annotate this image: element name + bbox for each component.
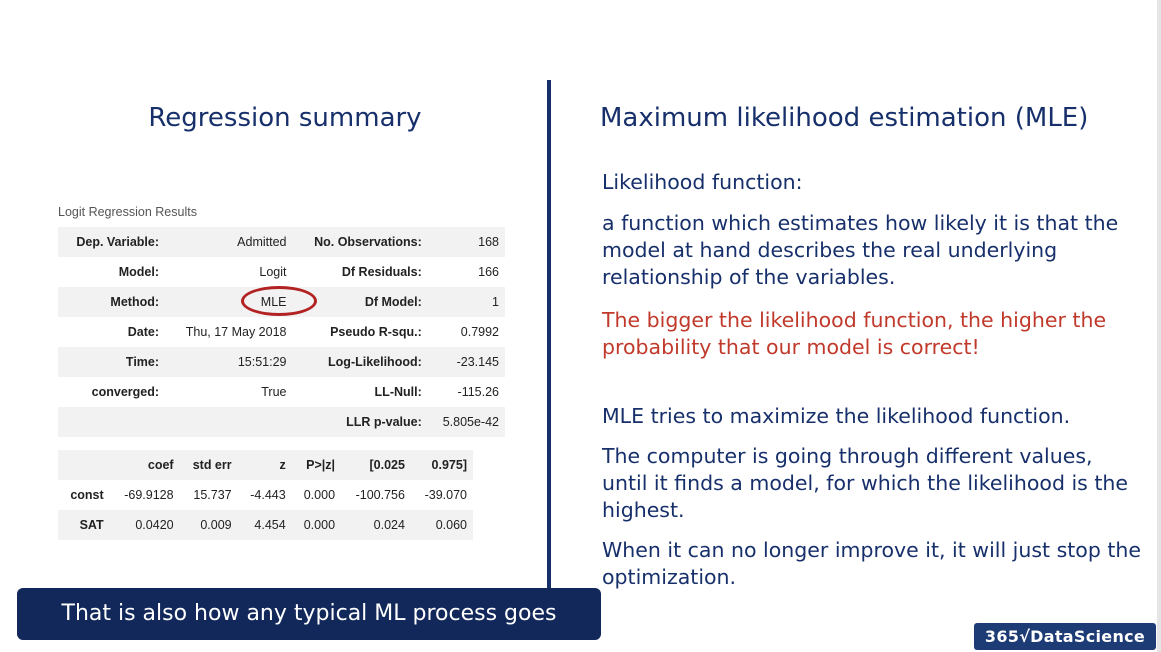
- coef-header: std err: [179, 450, 238, 480]
- stat-label: converged:: [91, 385, 160, 399]
- stat-value: 1: [427, 287, 505, 317]
- stat-value: [165, 407, 293, 437]
- slide-edge: [1157, 0, 1161, 652]
- coef-row: SAT 0.0420 0.009 4.454 0.000 0.024 0.060: [58, 510, 473, 540]
- stat-value: 166: [478, 265, 499, 279]
- stop-optimization-text: When it can no longer improve it, it wil…: [602, 538, 1142, 589]
- coef-cell: 0.060: [410, 510, 473, 540]
- regression-info-row: Model: Logit Df Residuals: 166: [58, 257, 505, 287]
- regression-caption: Logit Regression Results: [58, 205, 197, 219]
- stat-label: LLR p-value:: [292, 407, 428, 437]
- stat-value: MLE: [165, 286, 317, 317]
- stat-value: -23.145: [427, 347, 505, 377]
- regression-results: Logit Regression Results Dep. Variable: A…: [58, 203, 508, 540]
- coef-cell: 0.0420: [109, 510, 180, 540]
- coef-cell: 4.454: [237, 510, 292, 540]
- vertical-divider: [547, 80, 551, 590]
- coef-row-name: SAT: [58, 510, 110, 540]
- stat-label: Df Residuals:: [341, 265, 422, 279]
- coef-cell: 0.000: [303, 488, 336, 502]
- regression-info-row: Dep. Variable: Admitted No. Observations: 1…: [58, 227, 505, 257]
- stat-label: LL-Null:: [374, 385, 422, 399]
- stat-label: Pseudo R-squ.:: [330, 325, 422, 339]
- coef-row-name: const: [70, 488, 104, 502]
- coef-header: coef: [109, 450, 180, 480]
- coefficient-table: coef std err z P>|z| [0.025 0.975] const -69.9…: [58, 450, 473, 540]
- coef-cell: 0.024: [341, 510, 411, 540]
- method-mle-highlight: MLE: [240, 286, 317, 316]
- coef-header: 0.975]: [410, 450, 473, 480]
- regression-info-row: Method: MLE Df Model: 1: [58, 286, 505, 317]
- stat-label: Date:: [127, 325, 160, 339]
- stat-value: 168: [427, 227, 505, 257]
- stat-value: 15:51:29: [165, 347, 293, 377]
- computer-search-text: The computer is going through different …: [602, 444, 1129, 522]
- stat-label: [58, 407, 166, 437]
- stat-value: 5.805e-42: [427, 407, 505, 437]
- likelihood-definition: a function which estimates how likely it…: [602, 211, 1119, 289]
- brand-logo: 365√DataScience: [974, 623, 1156, 650]
- coef-cell: -69.9128: [124, 488, 174, 502]
- stat-value: True: [261, 385, 287, 399]
- stat-label: Dep. Variable:: [58, 227, 166, 257]
- coef-cell: -39.070: [424, 488, 467, 502]
- stat-label: Log-Likelihood:: [292, 347, 428, 377]
- regression-info-row: Date: Thu, 17 May 2018 Pseudo R-squ.: 0.799…: [58, 317, 505, 347]
- coef-cell: 0.000: [291, 510, 342, 540]
- regression-info-row: converged: True LL-Null: -115.26: [58, 377, 505, 407]
- coef-cell: -4.443: [250, 488, 286, 502]
- stat-value: Logit: [259, 265, 287, 279]
- mle-maximize-text: MLE tries to maximize the likelihood fun…: [602, 404, 1071, 428]
- stat-value: 0.7992: [460, 325, 499, 339]
- caption-bar: That is also how any typical ML process …: [17, 588, 601, 640]
- regression-info-row: LLR p-value: 5.805e-42: [58, 407, 505, 437]
- stat-label: Method:: [58, 287, 166, 317]
- stat-value: -115.26: [457, 385, 499, 399]
- coef-header: [0.025: [341, 450, 411, 480]
- coef-cell: -100.756: [355, 488, 405, 502]
- regression-summary-title: Regression summary: [148, 103, 422, 133]
- coef-header: [58, 450, 110, 480]
- stat-label: Model:: [118, 265, 160, 279]
- coef-cell: 0.009: [179, 510, 238, 540]
- stat-label: Time:: [58, 347, 166, 377]
- likelihood-emphasis: The bigger the likelihood function, the …: [602, 308, 1107, 359]
- likelihood-heading: Likelihood function:: [602, 170, 803, 194]
- stat-value: Admitted: [165, 227, 293, 257]
- stat-label: No. Observations:: [292, 227, 428, 257]
- regression-info-table: Dep. Variable: Admitted No. Observations: 1…: [58, 227, 505, 437]
- coef-header: P>|z|: [291, 450, 342, 480]
- stat-value: Thu, 17 May 2018: [185, 325, 287, 339]
- red-circle-annotation: [240, 286, 317, 316]
- mle-title: Maximum likelihood estimation (MLE): [600, 103, 1089, 133]
- coef-header: z: [237, 450, 292, 480]
- regression-info-row: Time: 15:51:29 Log-Likelihood: -23.145: [58, 347, 505, 377]
- coef-cell: 15.737: [193, 488, 232, 502]
- coef-row: const -69.9128 15.737 -4.443 0.000 -100.756 -3…: [58, 480, 473, 510]
